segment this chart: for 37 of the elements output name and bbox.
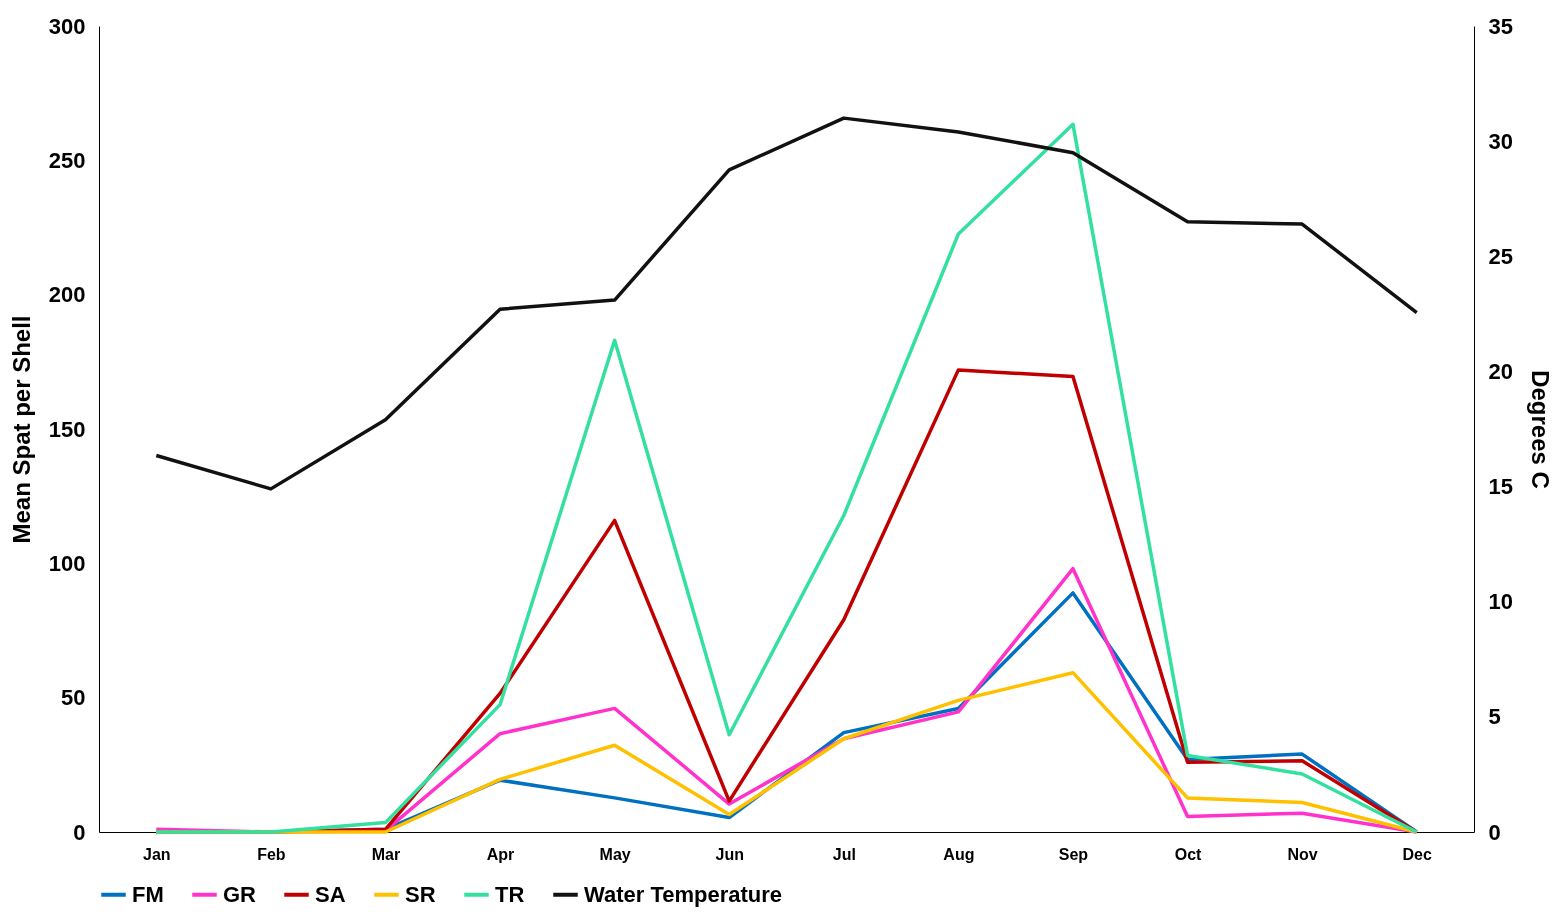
y2-tick-label: 10 (1488, 589, 1513, 615)
y-tick-label: 150 (48, 416, 86, 442)
y2-tick-label: 0 (1488, 819, 1501, 845)
y-tick-label: 200 (48, 282, 86, 308)
x-tick-label: May (599, 845, 631, 863)
y2-tick-label: 25 (1488, 243, 1513, 269)
x-tick-label: Jan (143, 845, 171, 863)
y2-tick-label: 35 (1488, 13, 1513, 39)
line-series (154, 122, 1419, 834)
x-tick-label: Sep (1058, 845, 1089, 863)
y2-tick-label: 5 (1488, 704, 1501, 730)
line-series (154, 116, 1419, 491)
legend-label: SR (405, 881, 436, 907)
legend-label: Water Temperature (584, 881, 783, 907)
x-tick-label: Mar (371, 845, 401, 863)
x-tick-label: Nov (1287, 845, 1318, 863)
y2-tick-label: 30 (1488, 128, 1513, 154)
x-tick-label: Apr (486, 845, 515, 863)
legend-label: TR (495, 881, 525, 907)
y-tick-label: 50 (61, 685, 86, 711)
legend-label: GR (223, 881, 257, 907)
y-axis-title: Mean Spat per Shell (7, 315, 35, 544)
y-tick-label: 0 (73, 819, 86, 845)
x-tick-label: Jul (832, 845, 856, 863)
x-tick-label: Aug (943, 845, 975, 863)
legend-label: FM (132, 881, 164, 907)
y-tick-label: 100 (48, 550, 86, 576)
y-tick-label: 250 (48, 147, 86, 173)
y2-tick-label: 15 (1488, 474, 1513, 500)
y2-tick-label: 20 (1488, 358, 1513, 384)
x-tick-label: Oct (1174, 845, 1203, 863)
x-tick-label: Dec (1402, 845, 1432, 863)
x-tick-label: Jun (715, 845, 744, 863)
legend-label: SA (315, 881, 346, 907)
y-tick-label: 300 (48, 13, 86, 39)
x-tick-label: Feb (257, 845, 286, 863)
y2-axis-title: Degrees C (1526, 370, 1554, 489)
